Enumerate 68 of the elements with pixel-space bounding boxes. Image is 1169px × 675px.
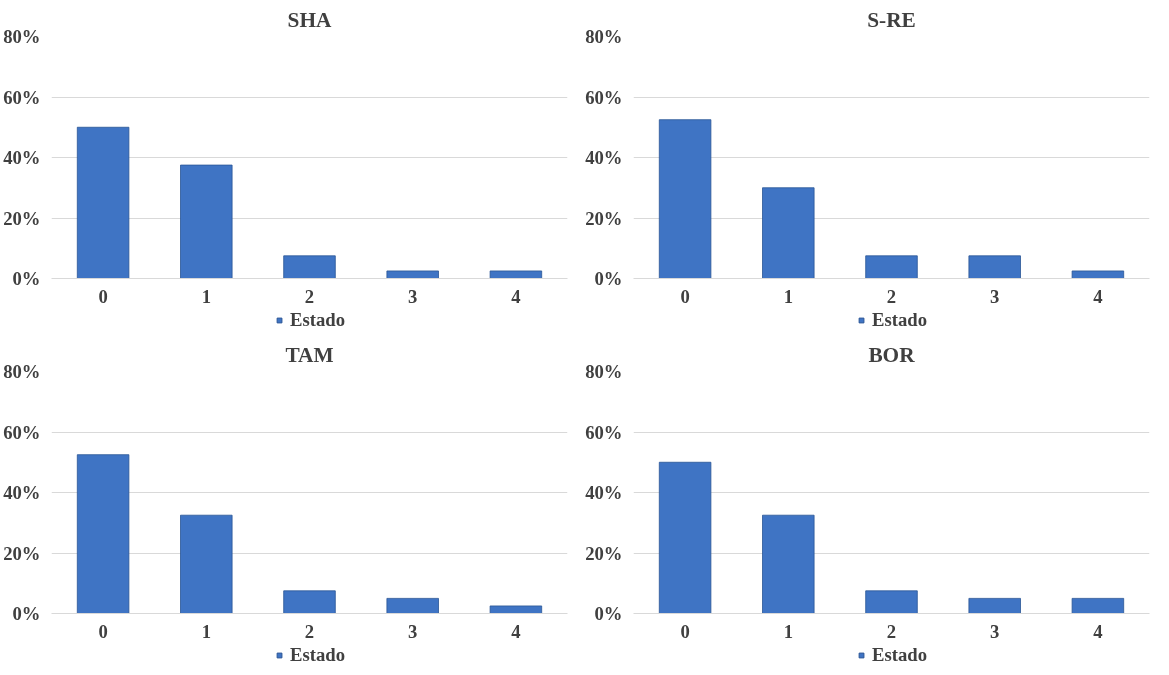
y-tick-label: 80% bbox=[585, 361, 623, 382]
bar bbox=[1071, 270, 1125, 279]
x-tick-label: 4 bbox=[511, 285, 521, 307]
y-tick-label: 40% bbox=[585, 147, 623, 168]
legend-label: Estado bbox=[872, 644, 927, 666]
bar bbox=[865, 590, 918, 614]
bar bbox=[968, 597, 1021, 614]
y-tick-label: 20% bbox=[3, 542, 41, 564]
x-tick-label: 3 bbox=[990, 285, 1000, 307]
bar bbox=[386, 270, 439, 279]
y-tick-label: 20% bbox=[585, 207, 623, 229]
bar bbox=[283, 255, 336, 279]
y-tick-label: 80% bbox=[585, 26, 623, 47]
bar bbox=[762, 514, 815, 614]
x-tick-label: 2 bbox=[886, 285, 897, 307]
bar bbox=[180, 164, 233, 279]
y-tick-label: 0% bbox=[594, 268, 623, 289]
x-tick-label: 0 bbox=[680, 620, 690, 642]
bar bbox=[1071, 597, 1125, 614]
bar bbox=[283, 590, 336, 614]
bar bbox=[489, 605, 543, 614]
bar bbox=[489, 270, 543, 279]
legend-label: Estado bbox=[872, 309, 927, 331]
x-tick-label: 1 bbox=[201, 620, 211, 642]
chart-title: TAM bbox=[285, 342, 334, 367]
y-tick-label: 60% bbox=[3, 86, 41, 108]
x-tick-label: 4 bbox=[1093, 285, 1103, 307]
x-tick-label: 0 bbox=[98, 620, 108, 642]
bar bbox=[76, 126, 130, 279]
y-tick-label: 40% bbox=[585, 482, 623, 503]
bar bbox=[386, 597, 439, 614]
x-tick-label: 2 bbox=[304, 620, 315, 642]
x-tick-label: 2 bbox=[304, 285, 315, 307]
bar bbox=[968, 255, 1021, 279]
chart-title: SHA bbox=[287, 7, 333, 32]
x-tick-label: 3 bbox=[408, 285, 418, 307]
x-tick-label: 3 bbox=[990, 620, 1000, 642]
y-tick-label: 60% bbox=[585, 421, 623, 443]
y-tick-label: 60% bbox=[585, 86, 623, 108]
legend-label: Estado bbox=[290, 309, 345, 331]
legend-label: Estado bbox=[290, 644, 345, 666]
x-tick-label: 4 bbox=[1093, 620, 1103, 642]
x-tick-label: 1 bbox=[783, 285, 793, 307]
y-tick-label: 0% bbox=[12, 268, 41, 289]
bar bbox=[865, 255, 918, 279]
chart-title: S-RE bbox=[867, 7, 916, 32]
bar bbox=[180, 514, 233, 614]
bar bbox=[76, 454, 130, 614]
y-tick-label: 80% bbox=[3, 26, 41, 47]
bar bbox=[658, 461, 712, 614]
y-tick-label: 0% bbox=[594, 603, 623, 624]
chart-title: BOR bbox=[868, 342, 916, 367]
y-tick-label: 0% bbox=[12, 603, 41, 624]
x-tick-label: 4 bbox=[511, 620, 521, 642]
bar bbox=[658, 119, 712, 279]
y-tick-label: 60% bbox=[3, 421, 41, 443]
x-tick-label: 0 bbox=[680, 285, 690, 307]
x-tick-label: 3 bbox=[408, 620, 418, 642]
y-tick-label: 80% bbox=[3, 361, 41, 382]
y-tick-label: 20% bbox=[3, 207, 41, 229]
y-tick-label: 20% bbox=[585, 542, 623, 564]
y-tick-label: 40% bbox=[3, 147, 41, 168]
bar bbox=[762, 187, 815, 279]
x-tick-label: 2 bbox=[886, 620, 897, 642]
x-tick-label: 1 bbox=[201, 285, 211, 307]
y-tick-label: 40% bbox=[3, 482, 41, 503]
x-tick-label: 1 bbox=[783, 620, 793, 642]
x-tick-label: 0 bbox=[98, 285, 108, 307]
